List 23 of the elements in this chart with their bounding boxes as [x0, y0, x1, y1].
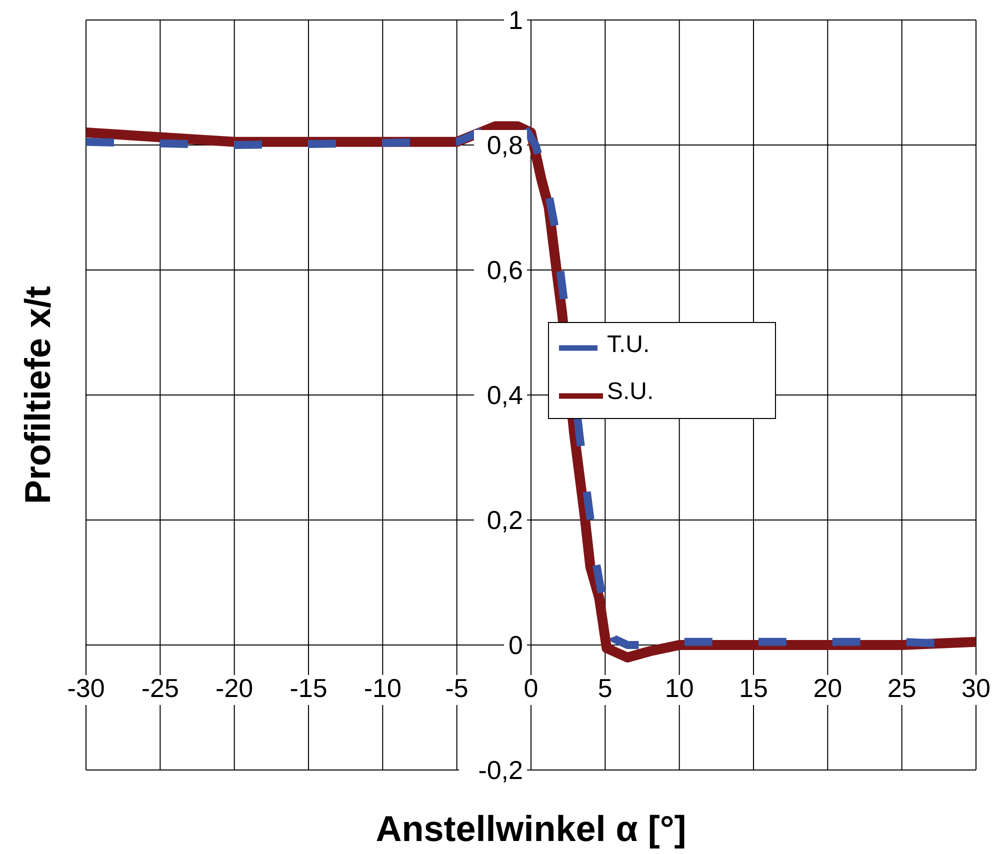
- x-tick-label: 10: [664, 673, 694, 703]
- x-tick-label: -15: [290, 673, 328, 703]
- x-tick-label: -20: [216, 673, 254, 703]
- y-tick-label: 0,6: [486, 255, 523, 285]
- y-tick-label: 1: [508, 5, 523, 35]
- x-tick-label: 25: [887, 673, 916, 703]
- y-tick-label: 0,2: [486, 505, 523, 535]
- x-tick-label: -5: [445, 673, 468, 703]
- legend-label: S.U.: [607, 378, 654, 406]
- x-tick-label: 5: [598, 673, 612, 703]
- x-axis-title: Anstellwinkel α [°]: [374, 808, 688, 850]
- x-tick-label: -10: [364, 673, 402, 703]
- y-tick-label: 0,4: [486, 380, 523, 410]
- x-tick-label: -25: [141, 673, 179, 703]
- x-tick-label: 15: [739, 673, 768, 703]
- x-tick-label: 20: [813, 673, 842, 703]
- y-axis-title: Profiltiefe x/t: [17, 286, 59, 504]
- x-tick-label: 30: [962, 673, 990, 703]
- y-tick-label: 0,8: [486, 130, 523, 160]
- legend-label: T.U.: [607, 331, 650, 358]
- y-tick-label: 0: [508, 630, 523, 660]
- x-tick-label: -30: [67, 673, 105, 703]
- y-tick-label: -0,2: [478, 755, 523, 785]
